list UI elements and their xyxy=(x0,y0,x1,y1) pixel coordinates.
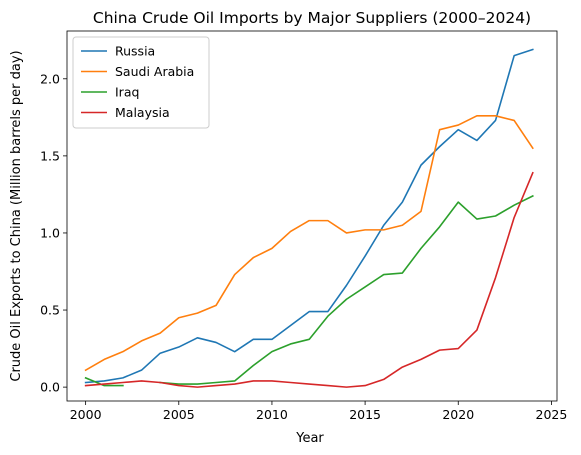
x-tick-label: 2020 xyxy=(442,407,474,422)
series-layer xyxy=(84,48,534,388)
y-axis: 0.0 0.5 1.0 1.5 2.0 xyxy=(40,71,67,395)
x-tick-label: 2025 xyxy=(536,407,568,422)
y-tick-label: 0.0 xyxy=(40,380,60,395)
x-tick-label: 2015 xyxy=(349,407,381,422)
legend-label-iraq: Iraq xyxy=(115,85,139,100)
legend: Russia Saudi Arabia Iraq Malaysia xyxy=(72,36,210,129)
chart-title: China Crude Oil Imports by Major Supplie… xyxy=(93,9,531,27)
x-tick-label: 2005 xyxy=(163,407,195,422)
y-tick-label: 0.5 xyxy=(40,303,60,318)
y-tick-label: 1.0 xyxy=(40,225,60,240)
legend-label-malaysia: Malaysia xyxy=(115,105,170,120)
y-axis-title: Crude Oil Exports to China (Million barr… xyxy=(9,50,24,381)
series-line-saudi-arabia xyxy=(84,114,534,372)
y-tick-label: 2.0 xyxy=(40,71,60,86)
legend-box xyxy=(72,36,210,129)
x-tick-label: 2010 xyxy=(256,407,288,422)
legend-label-russia: Russia xyxy=(115,44,155,59)
series-line-iraq xyxy=(159,194,534,385)
y-tick-label: 1.5 xyxy=(40,148,60,163)
series-line-malaysia xyxy=(84,171,534,388)
series-line-iraq xyxy=(84,376,124,387)
x-axis-title: Year xyxy=(295,431,324,446)
x-tick-label: 2000 xyxy=(70,407,102,422)
legend-label-saudi-arabia: Saudi Arabia xyxy=(115,64,194,79)
plot-area xyxy=(66,30,558,402)
x-axis: 2000 2005 2010 2015 2020 2025 xyxy=(70,401,568,422)
plot-frame xyxy=(66,30,558,402)
series-line-russia xyxy=(84,48,534,384)
